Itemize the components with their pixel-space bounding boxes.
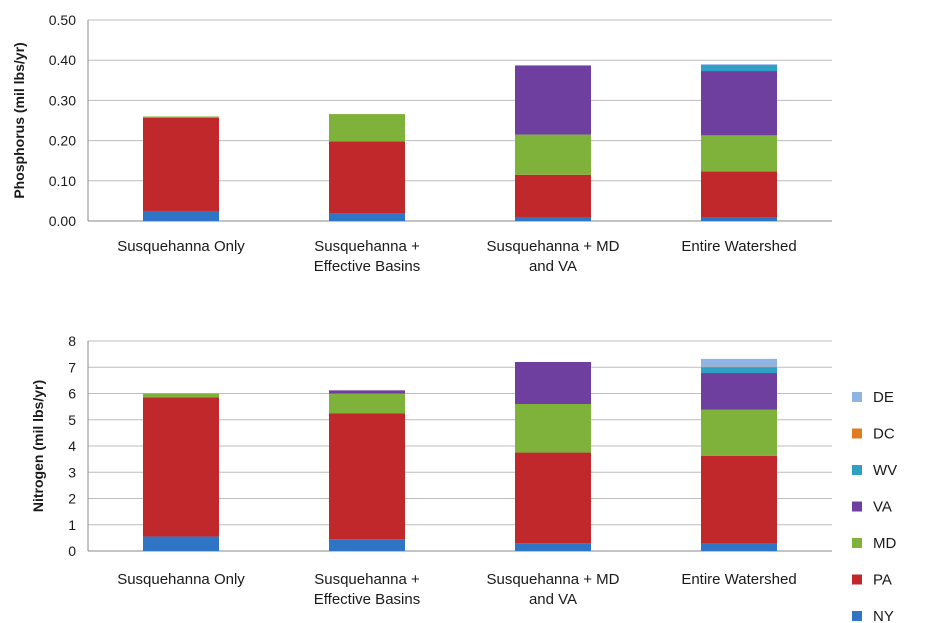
nitrogen-bar-segment-md bbox=[701, 409, 777, 456]
nitrogen-bar-segment-ny bbox=[143, 536, 219, 551]
nitrogen-bar-segment-pa bbox=[515, 452, 591, 544]
phosphorus-y-tick-label: 0.40 bbox=[49, 52, 76, 68]
nitrogen-y-tick-label: 4 bbox=[68, 438, 76, 454]
nitrogen-y-tick-label: 1 bbox=[68, 517, 76, 533]
nitrogen-y-tick-label: 3 bbox=[68, 464, 76, 480]
nitrogen-bar-segment-pa bbox=[329, 413, 405, 540]
nitrogen-bar-segment-md bbox=[515, 404, 591, 453]
legend-swatch-de bbox=[852, 392, 862, 402]
nitrogen-bar-segment-va bbox=[701, 373, 777, 410]
phosphorus-y-axis-title: Phosphorus (mil lbs/yr) bbox=[11, 42, 27, 198]
legend-label-dc: DC bbox=[873, 426, 895, 443]
nitrogen-y-tick-label: 5 bbox=[68, 412, 76, 428]
phosphorus-bar-segment-pa bbox=[143, 117, 219, 211]
legend-label-ny: NY bbox=[873, 608, 894, 623]
phosphorus-y-tick-label: 0.10 bbox=[49, 173, 76, 189]
nitrogen-bar-segment-va bbox=[329, 390, 405, 394]
legend-label-de: DE bbox=[873, 389, 894, 406]
phosphorus-category-label: Effective Basins bbox=[314, 258, 420, 275]
nitrogen-y-tick-label: 2 bbox=[68, 491, 76, 507]
nitrogen-category-label: Susquehanna + MD bbox=[486, 571, 619, 588]
legend-swatch-md bbox=[852, 538, 862, 548]
phosphorus-bar-segment-ny bbox=[329, 213, 405, 221]
legend-swatch-ny bbox=[852, 611, 862, 621]
phosphorus-bar-segment-pa bbox=[329, 141, 405, 214]
nitrogen-bar-segment-md bbox=[143, 393, 219, 398]
phosphorus-bar-segment-ny bbox=[701, 217, 777, 221]
phosphorus-bar-segment-de bbox=[701, 64, 777, 66]
legend-label-md: MD bbox=[873, 535, 896, 552]
phosphorus-bar-segment-pa bbox=[701, 171, 777, 218]
phosphorus-y-tick-label: 0.20 bbox=[49, 133, 76, 149]
nitrogen-bar-segment-va bbox=[515, 362, 591, 404]
nitrogen-y-tick-label: 8 bbox=[68, 333, 76, 349]
nitrogen-bar-segment-wv bbox=[701, 367, 777, 374]
legend-swatch-dc bbox=[852, 428, 862, 439]
legend-label-va: VA bbox=[873, 499, 892, 516]
nitrogen-category-label: Entire Watershed bbox=[681, 571, 796, 588]
phosphorus-bar-segment-pa bbox=[515, 174, 591, 217]
nitrogen-bar-segment-pa bbox=[143, 397, 219, 537]
phosphorus-bar-segment-ny bbox=[143, 210, 219, 221]
nitrogen-y-tick-label: 6 bbox=[68, 386, 76, 402]
nitrogen-bar-segment-dc bbox=[701, 366, 777, 368]
nitrogen-bar-segment-de bbox=[701, 358, 777, 367]
nitrogen-bar-segment-ny bbox=[515, 543, 591, 551]
nitrogen-category-label: and VA bbox=[529, 591, 577, 608]
phosphorus-category-label: Susquehanna + bbox=[314, 238, 420, 255]
phosphorus-y-tick-label: 0.50 bbox=[49, 12, 76, 28]
nitrogen-y-axis-title: Nitrogen (mil lbs/yr) bbox=[30, 380, 46, 512]
phosphorus-bar-segment-md bbox=[515, 134, 591, 175]
phosphorus-bar-segment-va bbox=[701, 71, 777, 136]
nitrogen-bar-segment-ny bbox=[701, 543, 777, 551]
phosphorus-bar-segment-ny bbox=[515, 216, 591, 221]
legend-swatch-wv bbox=[852, 465, 862, 475]
nitrogen-y-tick-label: 7 bbox=[68, 359, 76, 375]
nitrogen-category-label: Effective Basins bbox=[314, 591, 420, 608]
phosphorus-chart: 0.00 0.10 0.20 0.30 0.40 0.50 Phosphorus (mil … bbox=[11, 12, 832, 275]
nitrogen-bar-segment-ny bbox=[329, 539, 405, 551]
legend: DE DC WV VA MD PA NY bbox=[852, 389, 897, 623]
phosphorus-bar-segment-md bbox=[143, 116, 219, 118]
nitrogen-y-tick-label: 0 bbox=[68, 543, 76, 559]
nitrogen-category-label: Susquehanna + bbox=[314, 571, 420, 588]
phosphorus-y-tick-label: 0.00 bbox=[49, 213, 76, 229]
nitrogen-bar-segment-pa bbox=[701, 455, 777, 544]
legend-label-wv: WV bbox=[873, 462, 897, 479]
nitrogen-chart: 0 1 2 3 4 5 6 7 8 Nitrogen (mil lbs/yr) Susquehann… bbox=[30, 333, 832, 608]
phosphorus-bar-segment-md bbox=[329, 114, 405, 142]
phosphorus-category-label: Entire Watershed bbox=[681, 238, 796, 255]
phosphorus-bar-segment-md bbox=[701, 135, 777, 172]
phosphorus-bar-segment-va bbox=[515, 65, 591, 135]
nitrogen-bar-segment-md bbox=[329, 393, 405, 414]
phosphorus-category-label: Susquehanna + MD bbox=[486, 238, 619, 255]
phosphorus-bar-segment-wv bbox=[701, 65, 777, 72]
phosphorus-category-label: and VA bbox=[529, 258, 577, 275]
phosphorus-category-label: Susquehanna Only bbox=[117, 238, 245, 255]
legend-label-pa: PA bbox=[873, 572, 892, 589]
nitrogen-category-label: Susquehanna Only bbox=[117, 571, 245, 588]
phosphorus-y-tick-label: 0.30 bbox=[49, 92, 76, 108]
legend-swatch-va bbox=[852, 501, 862, 512]
legend-swatch-pa bbox=[852, 574, 862, 585]
